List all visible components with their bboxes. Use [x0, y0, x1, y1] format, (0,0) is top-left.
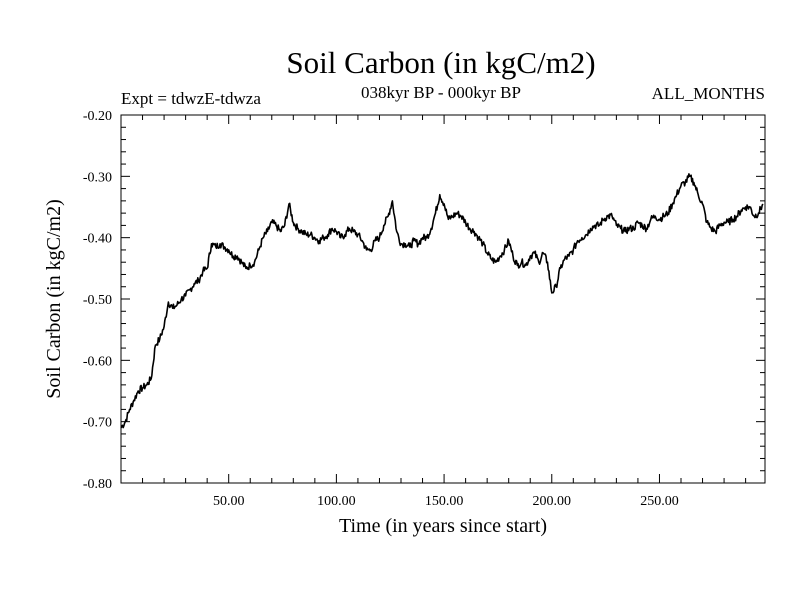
chart-title: Soil Carbon (in kgC/m2) [286, 45, 595, 80]
x-tick-label: 100.00 [317, 494, 356, 509]
x-tick-label: 50.00 [213, 494, 245, 509]
y-tick-label: -0.70 [83, 416, 112, 431]
x-axis-tick-labels: 50.00 100.00 150.00 200.00 250.00 [213, 494, 679, 509]
y-axis-tick-labels: -0.20 -0.30 -0.40 -0.50 -0.60 -0.70 -0.80 [83, 109, 112, 492]
y-axis-ticks [121, 114, 765, 484]
series-line [120, 173, 764, 429]
y-tick-label: -0.20 [83, 109, 112, 124]
y-tick-label: -0.50 [83, 293, 112, 308]
x-axis-label: Time (in years since start) [339, 515, 547, 537]
experiment-note: Expt = tdwzE-tdwza [121, 89, 261, 108]
plot-frame [120, 114, 766, 484]
x-tick-label: 250.00 [640, 494, 679, 509]
x-tick-label: 200.00 [533, 494, 572, 509]
x-axis-ticks [142, 115, 747, 483]
y-tick-label: -0.80 [83, 477, 112, 492]
months-note: ALL_MONTHS [652, 84, 765, 103]
y-tick-label: -0.60 [83, 354, 112, 369]
y-tick-label: -0.40 [83, 232, 112, 247]
x-tick-label: 150.00 [425, 494, 464, 509]
y-tick-label: -0.30 [83, 170, 112, 185]
y-axis-label: Soil Carbon (in kgC/m2) [43, 199, 65, 398]
chart-subtitle: 038kyr BP - 000kyr BP [361, 83, 521, 102]
